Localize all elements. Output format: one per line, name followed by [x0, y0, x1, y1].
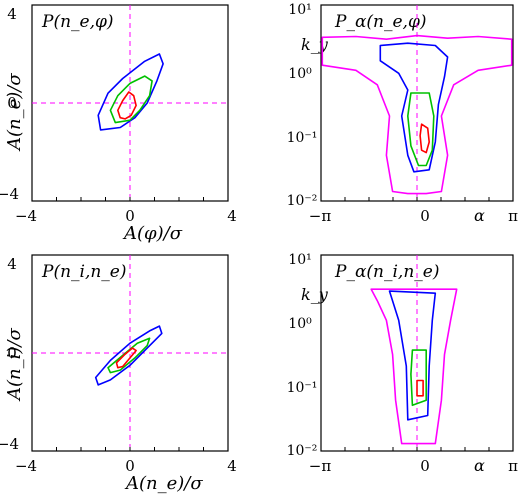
panel-title: P_α(n_i,n_e) — [334, 262, 439, 282]
contour-line-0 — [370, 288, 458, 445]
y-tick-label: 4 — [7, 255, 17, 273]
x-tick-label: 0 — [125, 457, 135, 475]
x-tick-label: −4 — [15, 207, 37, 225]
x-axis-label: α — [474, 456, 485, 475]
contour-line-1 — [109, 75, 153, 124]
contour-line-2 — [117, 91, 137, 120]
y-tick-label: 10⁻² — [287, 443, 318, 459]
y-tick-label: −4 — [0, 185, 19, 203]
contour-line-0 — [321, 34, 513, 195]
contour-line-2 — [115, 347, 137, 369]
y-tick-label: 10⁻² — [287, 193, 318, 209]
plot-marks — [32, 255, 228, 451]
panel-title: P(n_i,n_e) — [41, 262, 127, 282]
contour-line-1 — [107, 337, 151, 374]
y-tick-label: 0 — [7, 94, 17, 112]
contour-line-0 — [97, 53, 164, 131]
y-tick-label: 10⁻¹ — [287, 130, 318, 146]
panel-bottom-left: P(n_i,n_e) A(n_e)/σ A(n_i)/σ −4 0 4 4 0 … — [0, 254, 237, 494]
contour-line-3 — [416, 379, 424, 397]
y-axis-label: A(n_e)/σ — [4, 73, 25, 152]
y-tick-label: 10⁰ — [288, 66, 312, 82]
y-tick-label: 10¹ — [288, 2, 311, 18]
contour-line-2 — [410, 349, 428, 407]
contour-line-2 — [406, 92, 435, 167]
y-tick-label: 4 — [7, 5, 17, 23]
y-tick-label: 10⁰ — [288, 316, 312, 332]
y-tick-label: 10¹ — [288, 252, 311, 268]
x-tick-label: 0 — [125, 207, 135, 225]
panel-title: P(n_e,φ) — [41, 12, 114, 32]
panel-title: P_α(n_e,φ) — [334, 12, 427, 32]
contour-line-0 — [94, 325, 163, 386]
x-tick-label: 4 — [227, 457, 237, 475]
x-axis-label: A(n_e)/σ — [124, 473, 203, 494]
x-tick-label: π — [508, 457, 518, 475]
y-tick-label: 10⁻¹ — [287, 380, 318, 396]
x-tick-label: π — [508, 207, 518, 225]
y-axis-label: A(n_i)/σ — [4, 328, 25, 402]
x-axis-label: A(φ)/σ — [122, 223, 183, 244]
x-tick-label: 0 — [420, 207, 430, 225]
panel-top-left: P(n_e,φ) A(φ)/σ A(n_e)/σ −4 0 4 4 0 −4 — [0, 4, 237, 244]
y-tick-label: −4 — [0, 435, 19, 453]
plot-marks — [344, 255, 490, 451]
x-tick-label: 0 — [420, 457, 430, 475]
panel-bottom-right: P_α(n_i,n_e) k_y α −π 0 π 10¹ 10⁰ 10⁻¹ 1… — [287, 252, 518, 475]
y-tick-label: 0 — [7, 344, 17, 362]
x-tick-label: 4 — [227, 207, 237, 225]
panel-top-right: P_α(n_e,φ) k_y α −π 0 π 10¹ 10⁰ 10⁻¹ 10⁻… — [287, 2, 518, 225]
x-tick-label: −π — [309, 207, 332, 225]
x-tick-label: −π — [309, 457, 332, 475]
y-axis-label: k_y — [301, 285, 329, 304]
contour-line-1 — [388, 290, 437, 421]
contour-line-3 — [419, 123, 431, 154]
x-tick-label: −4 — [15, 457, 37, 475]
plot-marks — [321, 5, 513, 201]
plot-marks — [32, 5, 228, 201]
x-axis-label: α — [474, 206, 485, 225]
contour-line-1 — [379, 42, 449, 173]
